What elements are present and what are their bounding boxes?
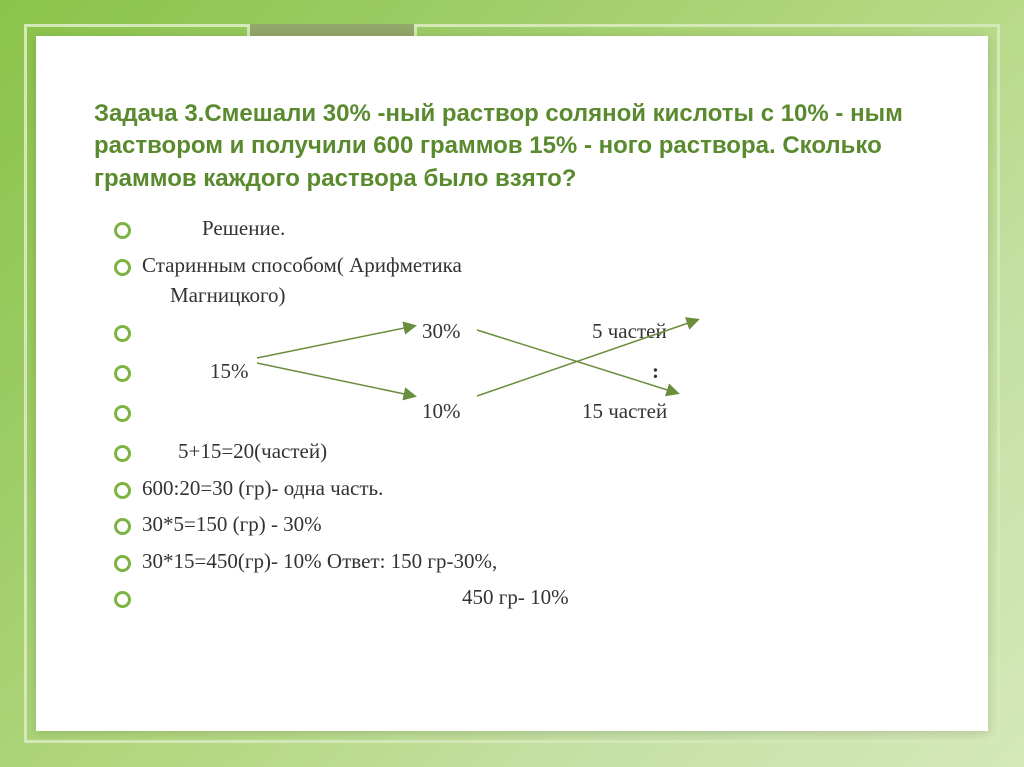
text: 450 гр- 10% bbox=[462, 585, 569, 609]
text: 30*5=150 (гр) - 30% bbox=[142, 512, 322, 536]
arrow-line bbox=[257, 326, 414, 358]
list-item: 5+15=20(частей) bbox=[142, 436, 930, 466]
list-item: 30% 5 частей bbox=[142, 316, 930, 350]
slide-title: Задача 3.Смешали 30% -ный раствор соляно… bbox=[94, 98, 930, 195]
slide-inner: Задача 3.Смешали 30% -ный раствор соляно… bbox=[36, 36, 988, 731]
diagram-value: 15 частей bbox=[582, 396, 667, 426]
list-item: 30*5=150 (гр) - 30% bbox=[142, 509, 930, 539]
text: Старинным способом( Арифметика bbox=[142, 253, 462, 277]
text: 5+15=20(частей) bbox=[178, 439, 327, 463]
text: Магницкого) bbox=[170, 283, 286, 307]
list-item: 15% : bbox=[142, 356, 930, 390]
diagram-value: 10% bbox=[422, 396, 461, 426]
list-item: 450 гр- 10% bbox=[142, 582, 930, 612]
diagram-value: : bbox=[652, 356, 659, 386]
list-item: 10% 15 частей bbox=[142, 396, 930, 430]
list-item: 600:20=30 (гр)- одна часть. bbox=[142, 473, 930, 503]
list-item: Решение. bbox=[142, 213, 930, 243]
diagram-value: 30% bbox=[422, 316, 461, 346]
text: 600:20=30 (гр)- одна часть. bbox=[142, 476, 383, 500]
list-item: Старинным способом( Арифметика Магницкого… bbox=[142, 250, 930, 311]
content-list: Решение. Старинным способом( Арифметика М… bbox=[94, 213, 930, 613]
list-item: 30*15=450(гр)- 10% Ответ: 150 гр-30%, bbox=[142, 546, 930, 576]
diagram-value: 15% bbox=[210, 356, 249, 386]
text: Решение. bbox=[202, 216, 285, 240]
slide-content: Задача 3.Смешали 30% -ный раствор соляно… bbox=[36, 36, 988, 649]
text: 30*15=450(гр)- 10% Ответ: 150 гр-30%, bbox=[142, 549, 497, 573]
diagram-value: 5 частей bbox=[592, 316, 667, 346]
